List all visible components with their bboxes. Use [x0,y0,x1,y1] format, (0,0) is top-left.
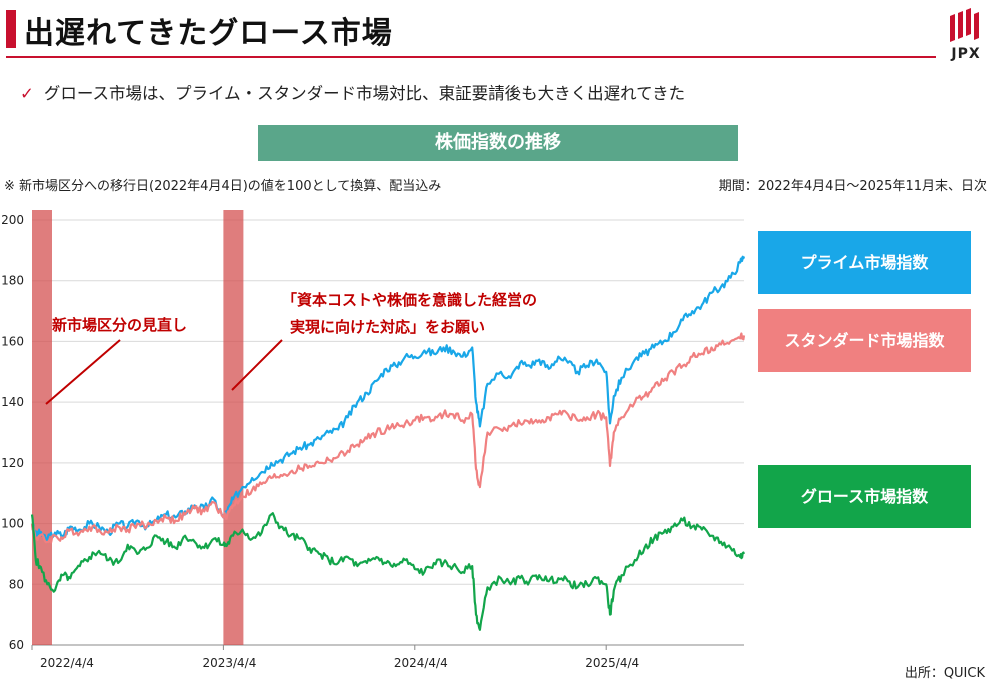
check-icon: ✓ [20,84,34,103]
title-underline [6,56,936,58]
line-chart: 60 80 100 120 140 160 180 200 2022/4/4 2023/4/4 20… [1,210,746,670]
logo-text: JPX [951,46,981,62]
y-tick-label: 200 [1,213,24,227]
shaded-period [223,210,244,645]
chart-title-banner: 株価指数の推移 [258,125,738,161]
page-title: 出遅れてきたグロース市場 [24,16,393,51]
shaded-period [32,210,52,645]
jpx-logo: JPX [946,6,986,68]
y-tick-label: 120 [1,456,24,470]
annotation-market-review: 新市場区分の見直し [52,316,187,334]
x-tick-label: 2025/4/4 [585,656,639,670]
y-tick-label: 100 [1,517,24,531]
series-line-growth [30,512,746,631]
x-tick-label: 2024/4/4 [394,656,448,670]
annotation-pointer [231,339,283,391]
title-accent-bar [6,10,16,48]
x-tick-label: 2022/4/4 [40,656,94,670]
y-tick-label: 180 [1,274,24,288]
chart-note: ※ 新市場区分への移行日(2022年4月4日)の値を100として換算、配当込み [4,179,442,194]
bullet-point: ✓ グロース市場は、プライム・スタンダード市場対比、東証要請後も大きく出遅れてきた [20,80,685,104]
series-line-standard [30,332,746,544]
y-tick-label: 140 [1,395,24,409]
legend-prime: プライム市場指数 [758,231,971,294]
annotation-tse-request-line2: 実現に向けた対応」をお願い [290,318,485,336]
x-tick-label: 2023/4/4 [202,656,256,670]
y-tick-label: 160 [1,334,24,348]
y-tick-label: 80 [9,577,24,591]
source-note: 出所：QUICK [904,666,985,680]
bullet-text: グロース市場は、プライム・スタンダード市場対比、東証要請後も大きく出遅れてきた [43,84,686,103]
annotation-pointer [45,339,121,405]
legend-standard: スタンダード市場指数 [758,309,971,372]
legend-growth: グロース市場指数 [758,465,971,528]
period-note: 期間：2022年4月4日～2025年11月末、日次 [718,179,987,194]
jpx-logo-icon [950,8,979,42]
y-tick-label: 60 [9,638,24,652]
annotation-tse-request-line1: 「資本コストや株価を意識した経営の [282,291,537,309]
